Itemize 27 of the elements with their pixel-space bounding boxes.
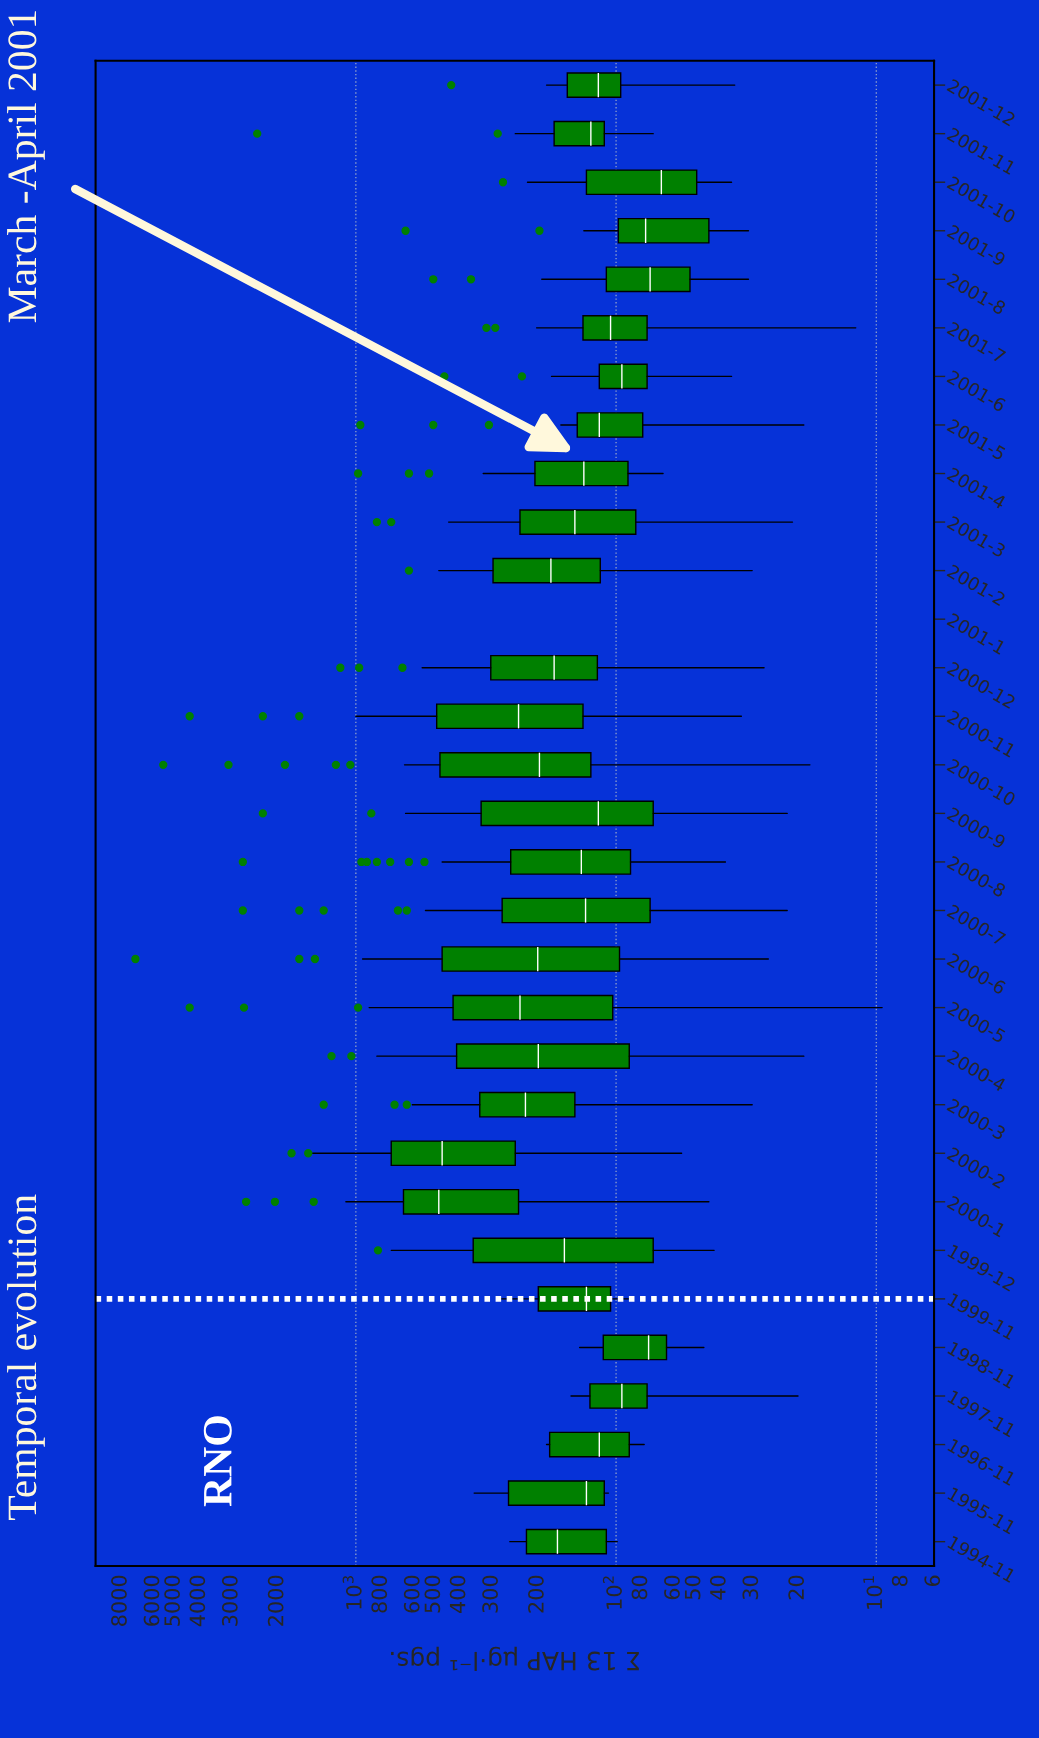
- x-tick-label: 40: [709, 1575, 726, 1600]
- x-tick-label: 400: [449, 1575, 466, 1614]
- x-tick-label: 20: [788, 1575, 805, 1600]
- x-tick-label: 6000: [143, 1575, 160, 1626]
- x-tick-label: 10$^{3}$: [342, 1576, 362, 1609]
- x-tick-label: 600: [403, 1575, 420, 1613]
- x-tick-label: 5000: [164, 1575, 180, 1626]
- x-tick-label: 500: [424, 1575, 441, 1613]
- x-tick-label: 4000: [189, 1575, 206, 1627]
- text: Temporal evolution: [7, 1194, 45, 1520]
- x-axis-title: Σ 13 HAP µg·l⁻¹ pgs.: [391, 1646, 639, 1671]
- text: March -April 2001: [7, 11, 45, 323]
- x-tick-label: 6: [924, 1575, 941, 1587]
- x-tick-label: 3000: [221, 1575, 238, 1626]
- x-tick-label: 8000: [111, 1575, 127, 1626]
- x-tick-label: 60: [664, 1575, 680, 1600]
- x-tick-label: 30: [742, 1575, 759, 1600]
- annotation: RNO: [203, 1416, 232, 1507]
- x-tick-label: 800: [371, 1575, 388, 1613]
- x-tick-label: 300: [482, 1575, 498, 1613]
- x-tick-label: 80: [631, 1575, 648, 1600]
- x-tick-label: 50: [684, 1575, 701, 1600]
- x-tick-label: 2000: [267, 1575, 284, 1626]
- x-tick-label: 200: [528, 1575, 544, 1613]
- x-tick-label: 10$^{2}$: [602, 1576, 622, 1609]
- x-tick-label: 8: [891, 1575, 908, 1587]
- x-tick-label: 10$^{1}$: [863, 1576, 883, 1609]
